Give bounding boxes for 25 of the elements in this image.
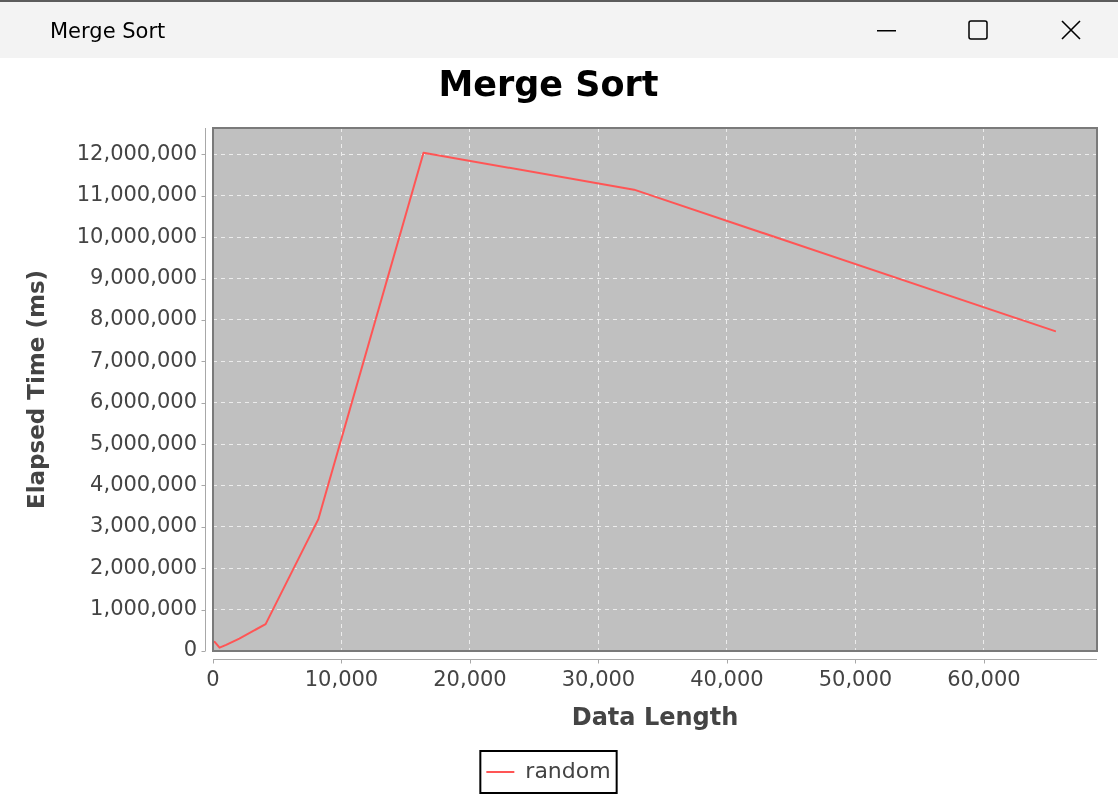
y-tick-label: 11,000,000 <box>76 182 197 207</box>
x-axis-title: Data Length <box>571 702 739 731</box>
chart-title: Merge Sort <box>438 64 659 105</box>
y-tick-label: 5,000,000 <box>90 430 197 455</box>
y-tick-label: 1,000,000 <box>90 596 197 621</box>
y-tick-label: 9,000,000 <box>90 265 197 290</box>
y-tick-label: 7,000,000 <box>90 347 197 372</box>
y-tick-label: 8,000,000 <box>90 306 197 331</box>
x-tick-label: 40,000 <box>690 667 764 692</box>
x-tick-label: 10,000 <box>304 667 379 692</box>
y-tick-label: 4,000,000 <box>90 471 197 496</box>
y-tick-label: 6,000,000 <box>90 389 197 414</box>
y-tick-label: 12,000,000 <box>76 140 197 165</box>
x-tick-label: 30,000 <box>561 667 636 692</box>
x-tick-label: 50,000 <box>818 667 893 692</box>
x-tick-label: 60,000 <box>947 667 1021 692</box>
y-tick-label: 10,000,000 <box>76 223 197 248</box>
x-tick-label: 20,000 <box>433 667 507 692</box>
y-tick-label: 2,000,000 <box>90 554 197 579</box>
legend-label: random <box>525 757 611 783</box>
x-tick-label: 0 <box>206 667 220 692</box>
text: Merge Sort <box>50 18 166 44</box>
y-tick-label: 3,000,000 <box>90 513 197 538</box>
y-tick-label: 0 <box>183 637 197 662</box>
y-axis-title: Elapsed Time (ms) <box>22 269 49 510</box>
